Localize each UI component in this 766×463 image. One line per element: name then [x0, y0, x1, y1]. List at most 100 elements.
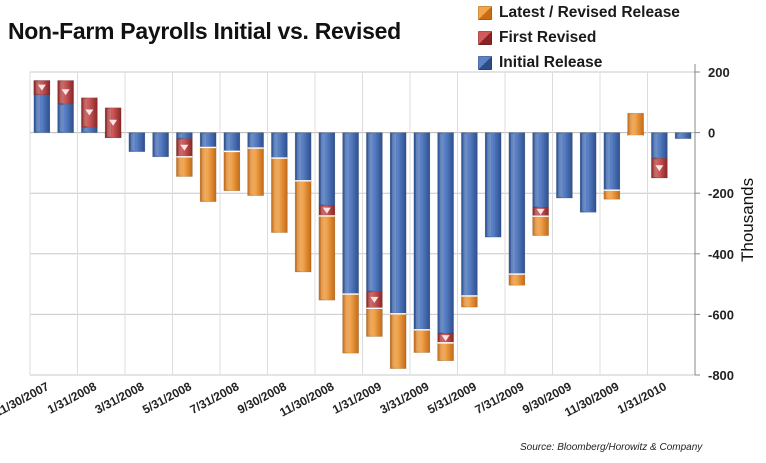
- bar-initial-release-highlight: [297, 133, 302, 180]
- bar-initial-release-highlight: [439, 133, 444, 333]
- x-tick-label: 11/30/2008: [277, 379, 336, 419]
- bar-initial-release-highlight: [392, 133, 397, 313]
- bar-latest-revised-highlight: [297, 181, 302, 271]
- bar-latest-revised-highlight: [534, 217, 539, 235]
- y-tick-label: 0: [708, 126, 715, 141]
- bar-latest-revised-highlight: [202, 148, 207, 201]
- bar-initial-release-highlight: [154, 133, 159, 156]
- bar-latest-revised-highlight: [392, 314, 397, 368]
- legend-label-first-revised: First Revised: [499, 28, 597, 46]
- y-tick-label: -800: [708, 368, 734, 383]
- bar-initial-release-highlight: [653, 133, 658, 158]
- bar-first-revised-highlight: [439, 334, 444, 342]
- bar-first-revised-marker: [441, 335, 450, 342]
- bar-first-revised-highlight: [320, 206, 325, 215]
- x-tick-label: 7/31/2008: [188, 379, 242, 417]
- bar-latest-revised-highlight: [415, 330, 420, 352]
- bar-initial-release-highlight: [677, 133, 682, 138]
- bar-initial-release: [579, 132, 597, 213]
- bar-first-revised-marker: [370, 296, 379, 303]
- month-bar-group: [342, 132, 359, 354]
- legend-item-latest: Latest / Revised Release: [478, 0, 680, 25]
- source-note: Source: Bloomberg/Horowitz & Company: [520, 442, 703, 453]
- chart-title: Non-Farm Payrolls Initial vs. Revised: [8, 18, 401, 44]
- bar-initial-release-highlight: [344, 133, 349, 294]
- bar-first-revised-highlight: [107, 108, 112, 137]
- bar-first-revised-highlight: [83, 98, 88, 127]
- bar-latest-revised-highlight: [320, 216, 325, 300]
- bar-initial-release-highlight: [463, 133, 468, 295]
- bar-latest-revised-highlight: [439, 343, 444, 360]
- bar-first-revised-highlight: [534, 208, 539, 216]
- bar-first-revised-marker: [37, 84, 46, 91]
- x-tick-label: 5/31/2009: [425, 379, 479, 417]
- month-bar-group: [223, 132, 241, 192]
- bar-initial-release-highlight: [605, 133, 610, 190]
- bar-latest-revised-highlight: [605, 191, 610, 199]
- y-tick-label: -400: [708, 247, 734, 262]
- month-bar-group: [508, 132, 526, 286]
- bar-initial-release-highlight: [534, 133, 539, 207]
- y-tick-label: 200: [708, 65, 730, 80]
- bar-initial-release-highlight: [273, 133, 278, 158]
- bar-first-revised-marker: [322, 207, 331, 214]
- bar-first-revised-highlight: [35, 81, 40, 94]
- bar-initial-release: [128, 132, 146, 152]
- month-bar-group: [33, 80, 51, 133]
- x-tick-label: 1/31/2010: [615, 379, 669, 417]
- y-axis-label: Thousands: [738, 177, 757, 262]
- bar-initial-release: [556, 132, 573, 199]
- bar-initial-release-highlight: [487, 133, 492, 237]
- bar-initial-release-highlight: [368, 133, 373, 291]
- bar-initial-release-highlight: [415, 133, 420, 329]
- bar-initial-release: [674, 132, 692, 139]
- month-bar-group: [128, 132, 146, 152]
- month-bar-group: [57, 80, 74, 133]
- month-bar-group: [176, 132, 193, 177]
- legend-swatch-initial: [478, 55, 492, 70]
- legend: Latest / Revised Release First Revised I…: [478, 0, 680, 75]
- bar-initial-release-highlight: [225, 133, 230, 151]
- bar-latest-revised-highlight: [368, 309, 373, 336]
- bar-initial-release-highlight: [558, 133, 563, 198]
- bar-first-revised-highlight: [59, 81, 64, 104]
- x-tick-label: 11/30/2009: [562, 379, 621, 419]
- x-tick-label: 11/30/2007: [0, 379, 52, 419]
- x-tick-label: 7/31/2009: [473, 379, 527, 417]
- legend-label-latest: Latest / Revised Release: [499, 3, 680, 21]
- bar-first-revised-marker: [61, 89, 70, 96]
- bar-initial-release-highlight: [130, 133, 135, 151]
- bar-first-revised-highlight: [178, 139, 183, 156]
- bar-latest-revised-highlight: [510, 275, 515, 285]
- month-bar-group: [532, 132, 549, 236]
- month-bar-group: [674, 132, 692, 139]
- bar-initial-release: [484, 132, 502, 238]
- x-tick-label: 1/31/2009: [330, 379, 384, 417]
- bar-initial-release-highlight: [35, 81, 40, 132]
- x-tick-label: 5/31/2008: [140, 379, 194, 417]
- month-bar-group: [603, 132, 621, 200]
- month-bar-group: [104, 107, 122, 139]
- legend-swatch-first-revised: [478, 30, 492, 45]
- x-tick-label: 1/31/2008: [45, 379, 99, 417]
- legend-item-first-revised: First Revised: [478, 25, 680, 50]
- month-bar-group: [318, 132, 336, 301]
- legend-item-initial: Initial Release: [478, 50, 680, 75]
- month-bar-group: [389, 132, 407, 369]
- month-bar-group: [484, 132, 502, 238]
- legend-label-initial: Initial Release: [499, 53, 603, 71]
- month-bar-group: [556, 132, 573, 199]
- bar-initial-release: [152, 132, 169, 158]
- bar-initial-release-highlight: [320, 133, 325, 205]
- bar-latest-revised-highlight: [178, 157, 183, 176]
- y-tick-label: -600: [708, 307, 734, 322]
- month-bar-group: [152, 132, 169, 158]
- month-bar-group: [366, 132, 383, 337]
- month-bar-group: [247, 132, 264, 196]
- bar-initial-release: [81, 126, 98, 133]
- bar-initial-release-highlight: [178, 133, 183, 138]
- bar-first-revised-highlight: [653, 159, 658, 178]
- month-bar-group: [199, 132, 217, 202]
- bar-first-revised-marker: [655, 165, 664, 172]
